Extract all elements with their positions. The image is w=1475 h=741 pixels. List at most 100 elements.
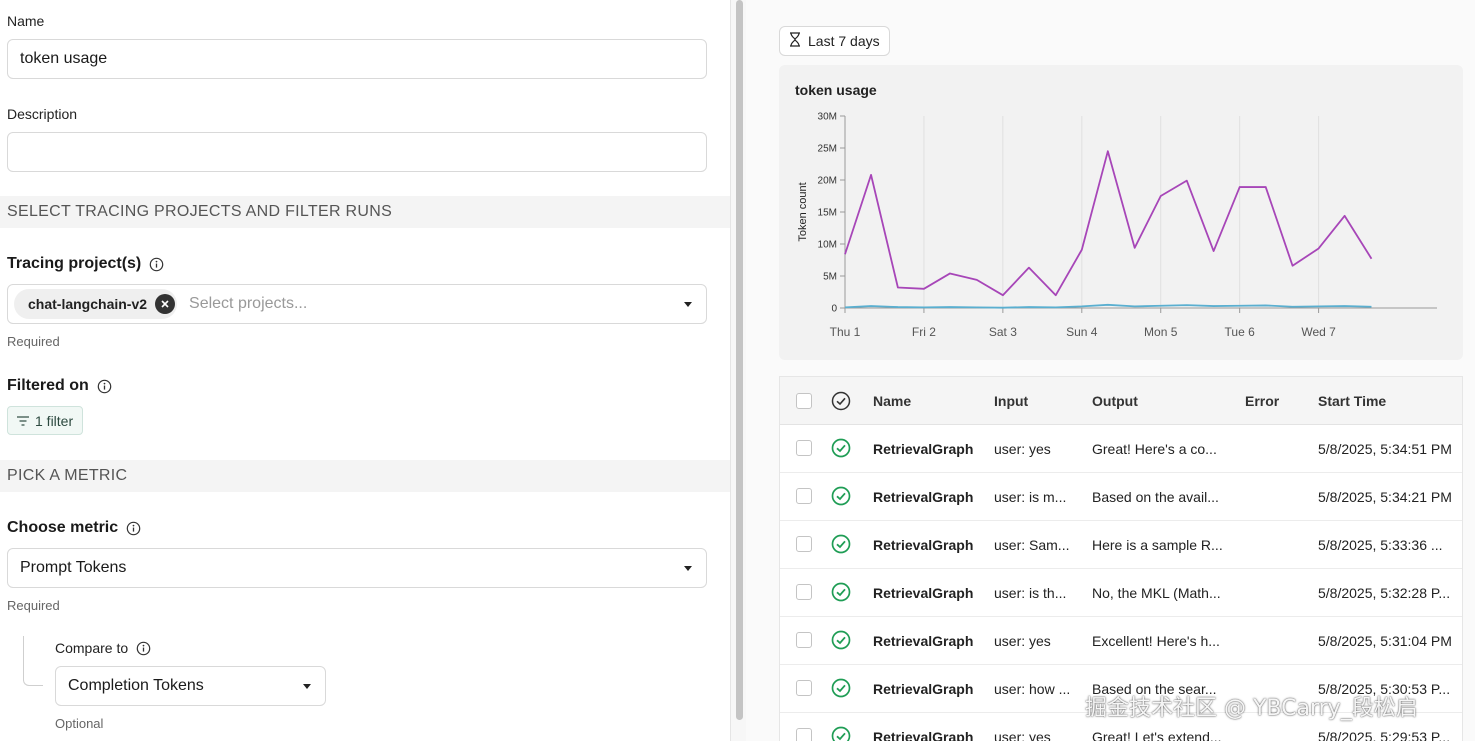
run-output: No, the MKL (Math...: [1092, 584, 1221, 601]
column-header-output[interactable]: Output: [1092, 392, 1138, 409]
run-name[interactable]: RetrievalGraph: [873, 728, 974, 741]
y-tick-label: 15M: [818, 208, 837, 219]
run-input: user: is m...: [994, 488, 1067, 505]
row-checkbox[interactable]: [796, 584, 812, 600]
compare-to-label: Compare to: [55, 640, 129, 656]
metric-select[interactable]: Prompt Tokens: [7, 548, 707, 588]
row-checkbox[interactable]: [796, 488, 812, 504]
x-tick-label: Wed 7: [1301, 325, 1336, 339]
series-line-0: [844, 150, 1373, 297]
tracing-projects-heading: Tracing project(s): [7, 255, 164, 273]
section-header-tracing: SELECT TRACING PROJECTS AND FILTER RUNS: [0, 196, 730, 228]
run-input: user: Sam...: [994, 536, 1070, 553]
table-row[interactable]: RetrievalGraph user: is th... No, the MKL …: [780, 569, 1462, 617]
chevron-down-icon[interactable]: [684, 565, 692, 571]
success-check-icon: [831, 486, 851, 506]
pane-splitter[interactable]: [730, 0, 746, 741]
row-checkbox[interactable]: [796, 632, 812, 648]
y-tick-label: 25M: [818, 144, 837, 155]
y-axis-label: Token count: [797, 182, 809, 241]
success-check-icon: [831, 726, 851, 741]
metric-select-value: Prompt Tokens: [20, 559, 127, 576]
filtered-on-label: Filtered on: [7, 377, 89, 394]
row-checkbox[interactable]: [796, 440, 812, 456]
run-output: Based on the avail...: [1092, 488, 1219, 505]
choose-metric-heading: Choose metric: [7, 519, 141, 537]
chevron-down-icon[interactable]: [303, 683, 311, 689]
choose-metric-label: Choose metric: [7, 519, 119, 536]
row-checkbox[interactable]: [796, 536, 812, 552]
info-icon[interactable]: [149, 257, 164, 272]
filter-icon: [17, 413, 29, 429]
table-row[interactable]: RetrievalGraph user: yes Great! Here's a c…: [780, 425, 1462, 473]
watermark-text: 掘金技术社区 @ YBCarry_段松启: [1085, 696, 1418, 721]
run-output: Here is a sample R...: [1092, 536, 1223, 553]
run-name[interactable]: RetrievalGraph: [873, 488, 974, 505]
chart-card: token usage 0 5M 10M 15M 20M 25M 30M Thu 1 Fri 2…: [779, 65, 1463, 360]
remove-chip-icon[interactable]: [155, 294, 176, 314]
tracing-projects-select[interactable]: chat-langchain-v2 Select projects...: [7, 284, 707, 324]
run-name[interactable]: RetrievalGraph: [873, 536, 974, 553]
table-row[interactable]: RetrievalGraph user: is m... Based on the …: [780, 473, 1462, 521]
table-row[interactable]: RetrievalGraph user: Sam... Here is a samp…: [780, 521, 1462, 569]
date-range-button[interactable]: Last 7 days: [779, 26, 890, 56]
run-input: user: is th...: [994, 584, 1067, 601]
run-output: Based on the sear...: [1092, 680, 1217, 697]
x-tick-label: Thu 1: [830, 325, 861, 339]
compare-select[interactable]: Completion Tokens: [55, 666, 326, 706]
projects-placeholder: Select projects...: [189, 295, 308, 312]
column-header-name[interactable]: Name: [873, 392, 912, 409]
series-line-1: [844, 303, 1372, 309]
run-input: user: yes: [994, 728, 1051, 741]
run-input: user: yes: [994, 632, 1051, 649]
y-tick-label: 30M: [818, 112, 837, 123]
line-chart: 0 5M 10M 15M 20M 25M 30M Thu 1 Fri 2 Sat 3 Sun 4 Mo…: [797, 112, 1437, 339]
run-output: Excellent! Here's h...: [1092, 632, 1220, 649]
x-tick-label: Sat 3: [989, 325, 1017, 339]
table-row[interactable]: RetrievalGraph user: yes Great! Let's exte…: [780, 713, 1462, 741]
run-output: Great! Here's a co...: [1092, 440, 1217, 457]
run-name[interactable]: RetrievalGraph: [873, 632, 974, 649]
column-header-start-time[interactable]: Start Time: [1318, 392, 1387, 409]
info-icon[interactable]: [97, 379, 112, 394]
x-tick-label: Sun 4: [1066, 325, 1098, 339]
description-input[interactable]: [7, 132, 707, 172]
compare-to-heading: Compare to: [55, 640, 151, 656]
run-output: Great! Let's extend...: [1092, 728, 1222, 741]
tracing-projects-label: Tracing project(s): [7, 255, 142, 272]
x-tick-label: Fri 2: [912, 325, 936, 339]
y-tick-label: 20M: [818, 176, 837, 187]
tree-connector: [23, 636, 43, 686]
select-all-checkbox[interactable]: [796, 393, 812, 409]
run-input: user: yes: [994, 440, 1051, 457]
filtered-on-heading: Filtered on: [7, 377, 112, 395]
chevron-down-icon[interactable]: [684, 301, 692, 307]
run-start-time: 5/8/2025, 5:30:53 P...: [1318, 680, 1451, 697]
y-tick-label: 0: [831, 304, 837, 315]
compare-helper-text: Optional: [55, 716, 104, 731]
run-name[interactable]: RetrievalGraph: [873, 680, 974, 697]
widget-form-panel: Name token usage Description SELECT TRAC…: [0, 0, 730, 741]
run-start-time: 5/8/2025, 5:29:53 P...: [1318, 728, 1451, 741]
scrollbar-thumb[interactable]: [736, 0, 743, 720]
column-header-input[interactable]: Input: [994, 392, 1029, 409]
table-row[interactable]: RetrievalGraph user: yes Excellent! Here's…: [780, 617, 1462, 665]
tracing-helper-text: Required: [7, 334, 60, 349]
success-check-icon: [831, 438, 851, 458]
column-header-error[interactable]: Error: [1245, 392, 1280, 409]
table-row[interactable]: RetrievalGraph user: how ... Based on the …: [780, 665, 1462, 713]
run-start-time: 5/8/2025, 5:33:36 ...: [1318, 536, 1443, 553]
info-icon[interactable]: [136, 641, 151, 656]
run-name[interactable]: RetrievalGraph: [873, 584, 974, 601]
name-input[interactable]: token usage: [7, 39, 707, 79]
row-checkbox[interactable]: [796, 728, 812, 741]
row-checkbox[interactable]: [796, 680, 812, 696]
x-tick-label: Mon 5: [1144, 325, 1178, 339]
filter-badge-button[interactable]: 1 filter: [7, 406, 84, 435]
preview-panel: Last 7 days token usage 0 5M 10M 15M 20M 25M 3…: [746, 0, 1475, 741]
info-icon[interactable]: [126, 521, 141, 536]
run-name[interactable]: RetrievalGraph: [873, 440, 974, 457]
name-label: Name: [7, 13, 45, 29]
run-start-time: 5/8/2025, 5:31:04 PM: [1318, 632, 1452, 649]
project-chip-label: chat-langchain-v2: [28, 296, 148, 312]
